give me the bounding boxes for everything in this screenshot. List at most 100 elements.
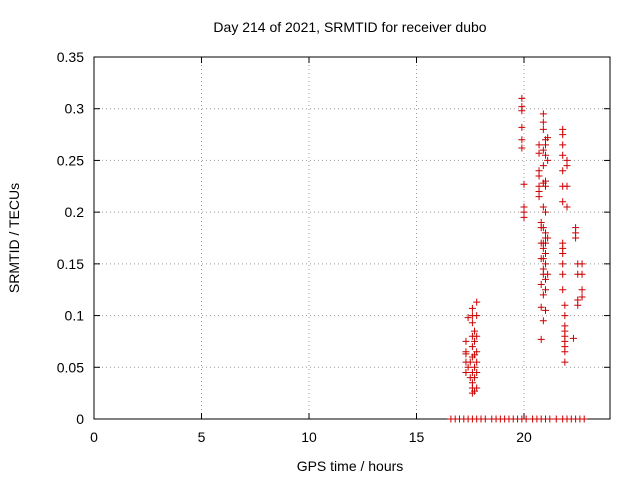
axis-ticks: 0 0.05 0.1 0.15 0.2 0.25 0.3 0.35 0 5 10 15 20 xyxy=(57,49,610,445)
data-point xyxy=(559,260,567,268)
data-point xyxy=(542,208,549,216)
data-point xyxy=(462,337,470,345)
data-point xyxy=(559,151,567,159)
chart-title: Day 214 of 2021, SRMTID for receiver dub… xyxy=(213,19,486,35)
x-tick-label: 0 xyxy=(90,429,98,445)
data-point xyxy=(574,301,582,309)
data-point xyxy=(473,358,481,366)
data-point xyxy=(561,312,569,320)
data-point xyxy=(473,298,481,306)
data-point xyxy=(468,343,476,351)
y-tick-label: 0.1 xyxy=(65,308,85,324)
data-point xyxy=(542,141,549,149)
data-point xyxy=(518,144,526,152)
data-point xyxy=(471,327,479,335)
data-point xyxy=(578,293,586,301)
data-point xyxy=(578,270,586,278)
x-tick-label: 5 xyxy=(198,429,206,445)
data-point xyxy=(544,156,552,164)
data-point xyxy=(561,301,569,309)
data-point xyxy=(473,312,481,320)
y-tick-label: 0.3 xyxy=(65,101,85,117)
data-point xyxy=(464,314,472,322)
x-axis-label: GPS time / hours xyxy=(297,458,404,474)
y-tick-label: 0.2 xyxy=(65,204,85,220)
data-point xyxy=(563,203,571,211)
data-point xyxy=(466,358,474,366)
data-point xyxy=(552,415,560,423)
y-tick-label: 0.35 xyxy=(57,49,84,65)
data-point xyxy=(535,149,543,157)
data-point xyxy=(473,368,481,376)
data-point xyxy=(462,348,470,356)
data-point xyxy=(473,348,481,356)
data-point xyxy=(468,379,476,387)
data-point xyxy=(539,118,547,126)
data-point xyxy=(580,415,588,423)
data-point xyxy=(542,250,549,258)
data-point xyxy=(537,281,545,289)
data-point xyxy=(578,286,586,294)
data-point xyxy=(559,270,567,278)
data-points xyxy=(447,94,588,423)
data-point xyxy=(542,182,549,190)
data-point xyxy=(520,213,528,221)
data-point xyxy=(539,224,547,232)
data-point xyxy=(462,368,470,376)
data-point xyxy=(542,306,549,314)
y-tick-label: 0.15 xyxy=(57,256,84,272)
data-point xyxy=(559,286,567,294)
data-point xyxy=(542,275,549,283)
data-point xyxy=(544,134,552,142)
data-point xyxy=(539,255,547,263)
data-point xyxy=(559,141,567,149)
data-point xyxy=(542,260,549,268)
data-point xyxy=(569,334,577,342)
data-point xyxy=(471,337,479,345)
data-point xyxy=(535,172,543,180)
data-point xyxy=(559,167,567,175)
y-tick-label: 0 xyxy=(76,411,84,427)
data-point xyxy=(559,198,567,206)
data-point xyxy=(518,94,526,102)
data-point xyxy=(539,291,547,299)
data-point xyxy=(539,125,547,133)
data-point xyxy=(471,374,479,382)
data-point xyxy=(544,234,552,242)
x-tick-label: 10 xyxy=(301,429,317,445)
plot-frame xyxy=(93,56,611,420)
data-point xyxy=(539,110,547,118)
data-point xyxy=(578,260,586,268)
data-point xyxy=(539,146,547,154)
y-axis-label: SRMTID / TECUs xyxy=(6,183,22,293)
data-point xyxy=(535,193,543,201)
data-point xyxy=(481,415,489,423)
data-point xyxy=(572,234,580,242)
data-point xyxy=(542,151,549,159)
x-tick-label: 15 xyxy=(409,429,425,445)
data-point xyxy=(473,332,481,340)
data-point xyxy=(559,250,567,258)
data-point xyxy=(522,415,530,423)
data-point xyxy=(535,141,543,149)
data-point xyxy=(563,162,571,170)
data-point xyxy=(471,363,479,371)
data-point xyxy=(537,303,545,311)
data-point xyxy=(473,384,481,392)
y-tick-label: 0.25 xyxy=(57,152,84,168)
y-tick-label: 0.05 xyxy=(57,359,84,375)
data-point xyxy=(561,358,569,366)
data-point xyxy=(464,363,472,371)
data-point xyxy=(542,239,549,247)
data-point xyxy=(561,348,569,356)
data-point xyxy=(520,180,528,188)
data-point xyxy=(542,286,549,294)
grid-lines xyxy=(94,57,610,419)
data-point xyxy=(539,203,547,211)
data-point xyxy=(518,123,526,131)
x-tick-label: 20 xyxy=(516,429,532,445)
data-point xyxy=(518,107,526,115)
data-point xyxy=(544,270,552,278)
data-point xyxy=(518,136,526,144)
